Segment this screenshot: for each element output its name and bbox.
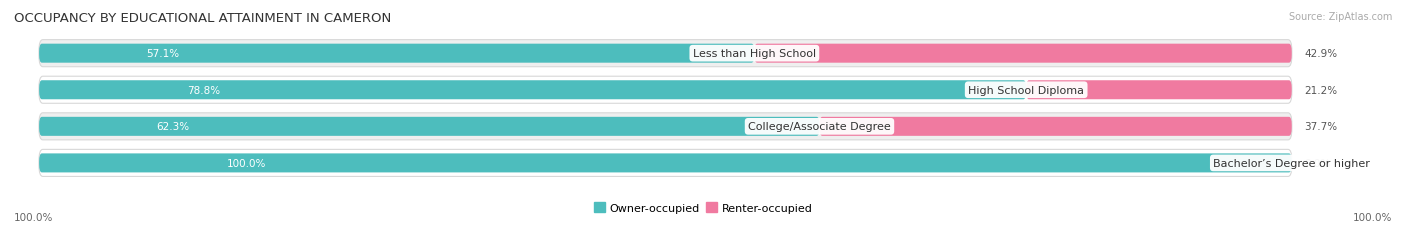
Text: 100.0%: 100.0% [1353,212,1392,222]
Text: Source: ZipAtlas.com: Source: ZipAtlas.com [1288,12,1392,21]
Text: 100.0%: 100.0% [14,212,53,222]
FancyBboxPatch shape [39,77,1292,104]
FancyBboxPatch shape [39,45,755,64]
Text: OCCUPANCY BY EDUCATIONAL ATTAINMENT IN CAMERON: OCCUPANCY BY EDUCATIONAL ATTAINMENT IN C… [14,12,391,24]
Text: 21.2%: 21.2% [1305,85,1337,95]
FancyBboxPatch shape [39,113,1292,140]
Text: 37.7%: 37.7% [1305,122,1337,132]
Text: 62.3%: 62.3% [156,122,190,132]
Text: 57.1%: 57.1% [146,49,180,59]
FancyBboxPatch shape [39,150,1292,177]
FancyBboxPatch shape [820,117,1292,136]
FancyBboxPatch shape [1026,81,1292,100]
Text: Bachelor’s Degree or higher: Bachelor’s Degree or higher [1213,158,1371,168]
FancyBboxPatch shape [39,117,820,136]
FancyBboxPatch shape [39,154,1292,173]
Text: Less than High School: Less than High School [693,49,815,59]
Legend: Owner-occupied, Renter-occupied: Owner-occupied, Renter-occupied [593,203,813,213]
FancyBboxPatch shape [39,40,1292,67]
Text: High School Diploma: High School Diploma [969,85,1084,95]
Text: 100.0%: 100.0% [226,158,266,168]
Text: College/Associate Degree: College/Associate Degree [748,122,891,132]
FancyBboxPatch shape [755,45,1292,64]
FancyBboxPatch shape [39,81,1026,100]
Text: 0.0%: 0.0% [1305,158,1330,168]
Text: 42.9%: 42.9% [1305,49,1337,59]
Text: 78.8%: 78.8% [187,85,221,95]
